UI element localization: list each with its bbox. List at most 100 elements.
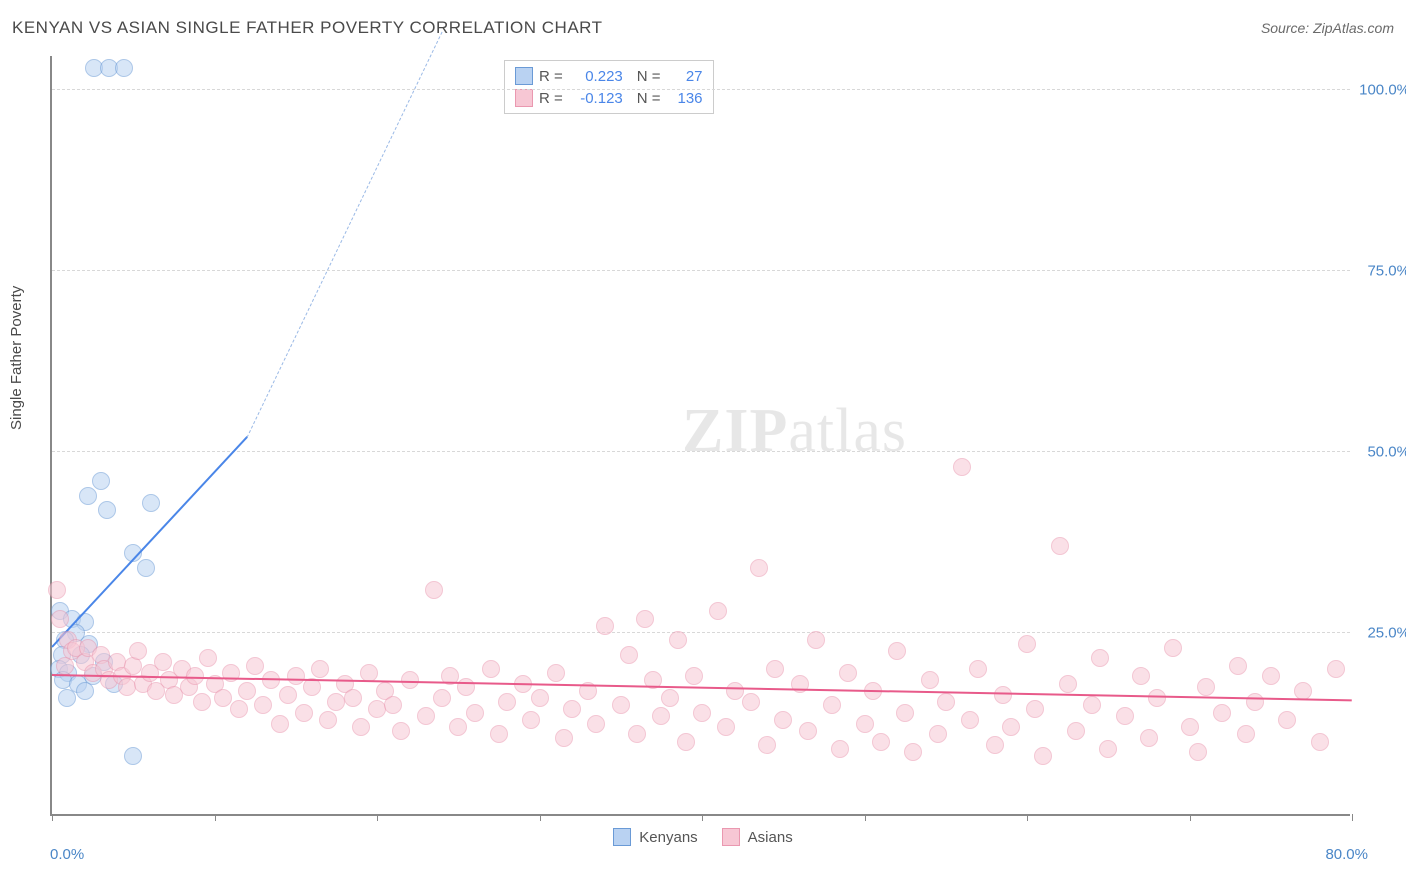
data-point <box>799 722 817 740</box>
data-point <box>1229 657 1247 675</box>
stat-r-value: 0.223 <box>569 68 623 85</box>
data-point <box>79 487 97 505</box>
data-point <box>1294 682 1312 700</box>
data-point <box>1099 740 1117 758</box>
data-point <box>839 664 857 682</box>
data-point <box>856 715 874 733</box>
data-point <box>51 610 69 628</box>
data-point <box>1051 537 1069 555</box>
data-point <box>758 736 776 754</box>
data-point <box>726 682 744 700</box>
data-point <box>417 707 435 725</box>
chart-title: KENYAN VS ASIAN SINGLE FATHER POVERTY CO… <box>12 18 603 38</box>
data-point <box>311 660 329 678</box>
data-point <box>904 743 922 761</box>
stats-swatch <box>515 67 533 85</box>
data-point <box>1083 696 1101 714</box>
data-point <box>693 704 711 722</box>
data-point <box>953 458 971 476</box>
legend-label-asians: Asians <box>748 829 793 846</box>
y-axis-label: Single Father Poverty <box>8 286 25 430</box>
data-point <box>1034 747 1052 765</box>
gridline <box>52 451 1350 452</box>
data-point <box>214 689 232 707</box>
stats-row: R =0.223N =27 <box>515 65 703 87</box>
data-point <box>1018 635 1036 653</box>
data-point <box>433 689 451 707</box>
data-point <box>661 689 679 707</box>
x-tick <box>702 814 703 821</box>
data-point <box>742 693 760 711</box>
data-point <box>1181 718 1199 736</box>
x-axis-end-label: 80.0% <box>1325 846 1368 863</box>
data-point <box>1002 718 1020 736</box>
watermark: ZIPatlas <box>682 396 907 467</box>
x-tick <box>865 814 866 821</box>
data-point <box>1262 667 1280 685</box>
data-point <box>921 671 939 689</box>
stat-n-label: N = <box>637 68 661 85</box>
data-point <box>628 725 646 743</box>
x-tick <box>52 814 53 821</box>
data-point <box>246 657 264 675</box>
data-point <box>56 657 74 675</box>
x-tick <box>1027 814 1028 821</box>
y-tick-label: 100.0% <box>1359 82 1406 99</box>
data-point <box>929 725 947 743</box>
data-point <box>872 733 890 751</box>
stat-r-value: -0.123 <box>569 90 623 107</box>
data-point <box>969 660 987 678</box>
x-axis-start-label: 0.0% <box>50 846 84 863</box>
data-point <box>118 678 136 696</box>
data-point <box>92 472 110 490</box>
x-tick <box>540 814 541 821</box>
data-point <box>466 704 484 722</box>
data-point <box>1237 725 1255 743</box>
data-point <box>238 682 256 700</box>
watermark-bold: ZIP <box>682 397 788 465</box>
data-point <box>555 729 573 747</box>
x-tick <box>377 814 378 821</box>
legend-item-asians: Asians <box>722 828 793 846</box>
data-point <box>522 711 540 729</box>
data-point <box>392 722 410 740</box>
data-point <box>807 631 825 649</box>
data-point <box>1278 711 1296 729</box>
stat-r-label: R = <box>539 90 563 107</box>
x-tick <box>1352 814 1353 821</box>
data-point <box>937 693 955 711</box>
data-point <box>482 660 500 678</box>
stat-n-label: N = <box>637 90 661 107</box>
legend-item-kenyans: Kenyans <box>613 828 697 846</box>
data-point <box>295 704 313 722</box>
data-point <box>1059 675 1077 693</box>
data-point <box>98 501 116 519</box>
stat-n-value: 27 <box>667 68 703 85</box>
data-point <box>766 660 784 678</box>
gridline <box>52 89 1350 90</box>
data-point <box>199 649 217 667</box>
regression-line <box>247 32 443 438</box>
data-point <box>685 667 703 685</box>
stats-swatch <box>515 89 533 107</box>
data-point <box>449 718 467 736</box>
data-point <box>1327 660 1345 678</box>
data-point <box>750 559 768 577</box>
stat-n-value: 136 <box>667 90 703 107</box>
regression-line <box>51 436 247 647</box>
data-point <box>1148 689 1166 707</box>
data-point <box>498 693 516 711</box>
data-point <box>129 642 147 660</box>
y-tick-label: 75.0% <box>1367 263 1406 280</box>
data-point <box>888 642 906 660</box>
gridline <box>52 270 1350 271</box>
scatter-plot: ZIPatlas R =0.223N =27R =-0.123N =136 25… <box>50 56 1350 816</box>
data-point <box>652 707 670 725</box>
x-tick <box>215 814 216 821</box>
data-point <box>142 494 160 512</box>
data-point <box>76 682 94 700</box>
data-point <box>154 653 172 671</box>
data-point <box>669 631 687 649</box>
data-point <box>287 667 305 685</box>
data-point <box>271 715 289 733</box>
